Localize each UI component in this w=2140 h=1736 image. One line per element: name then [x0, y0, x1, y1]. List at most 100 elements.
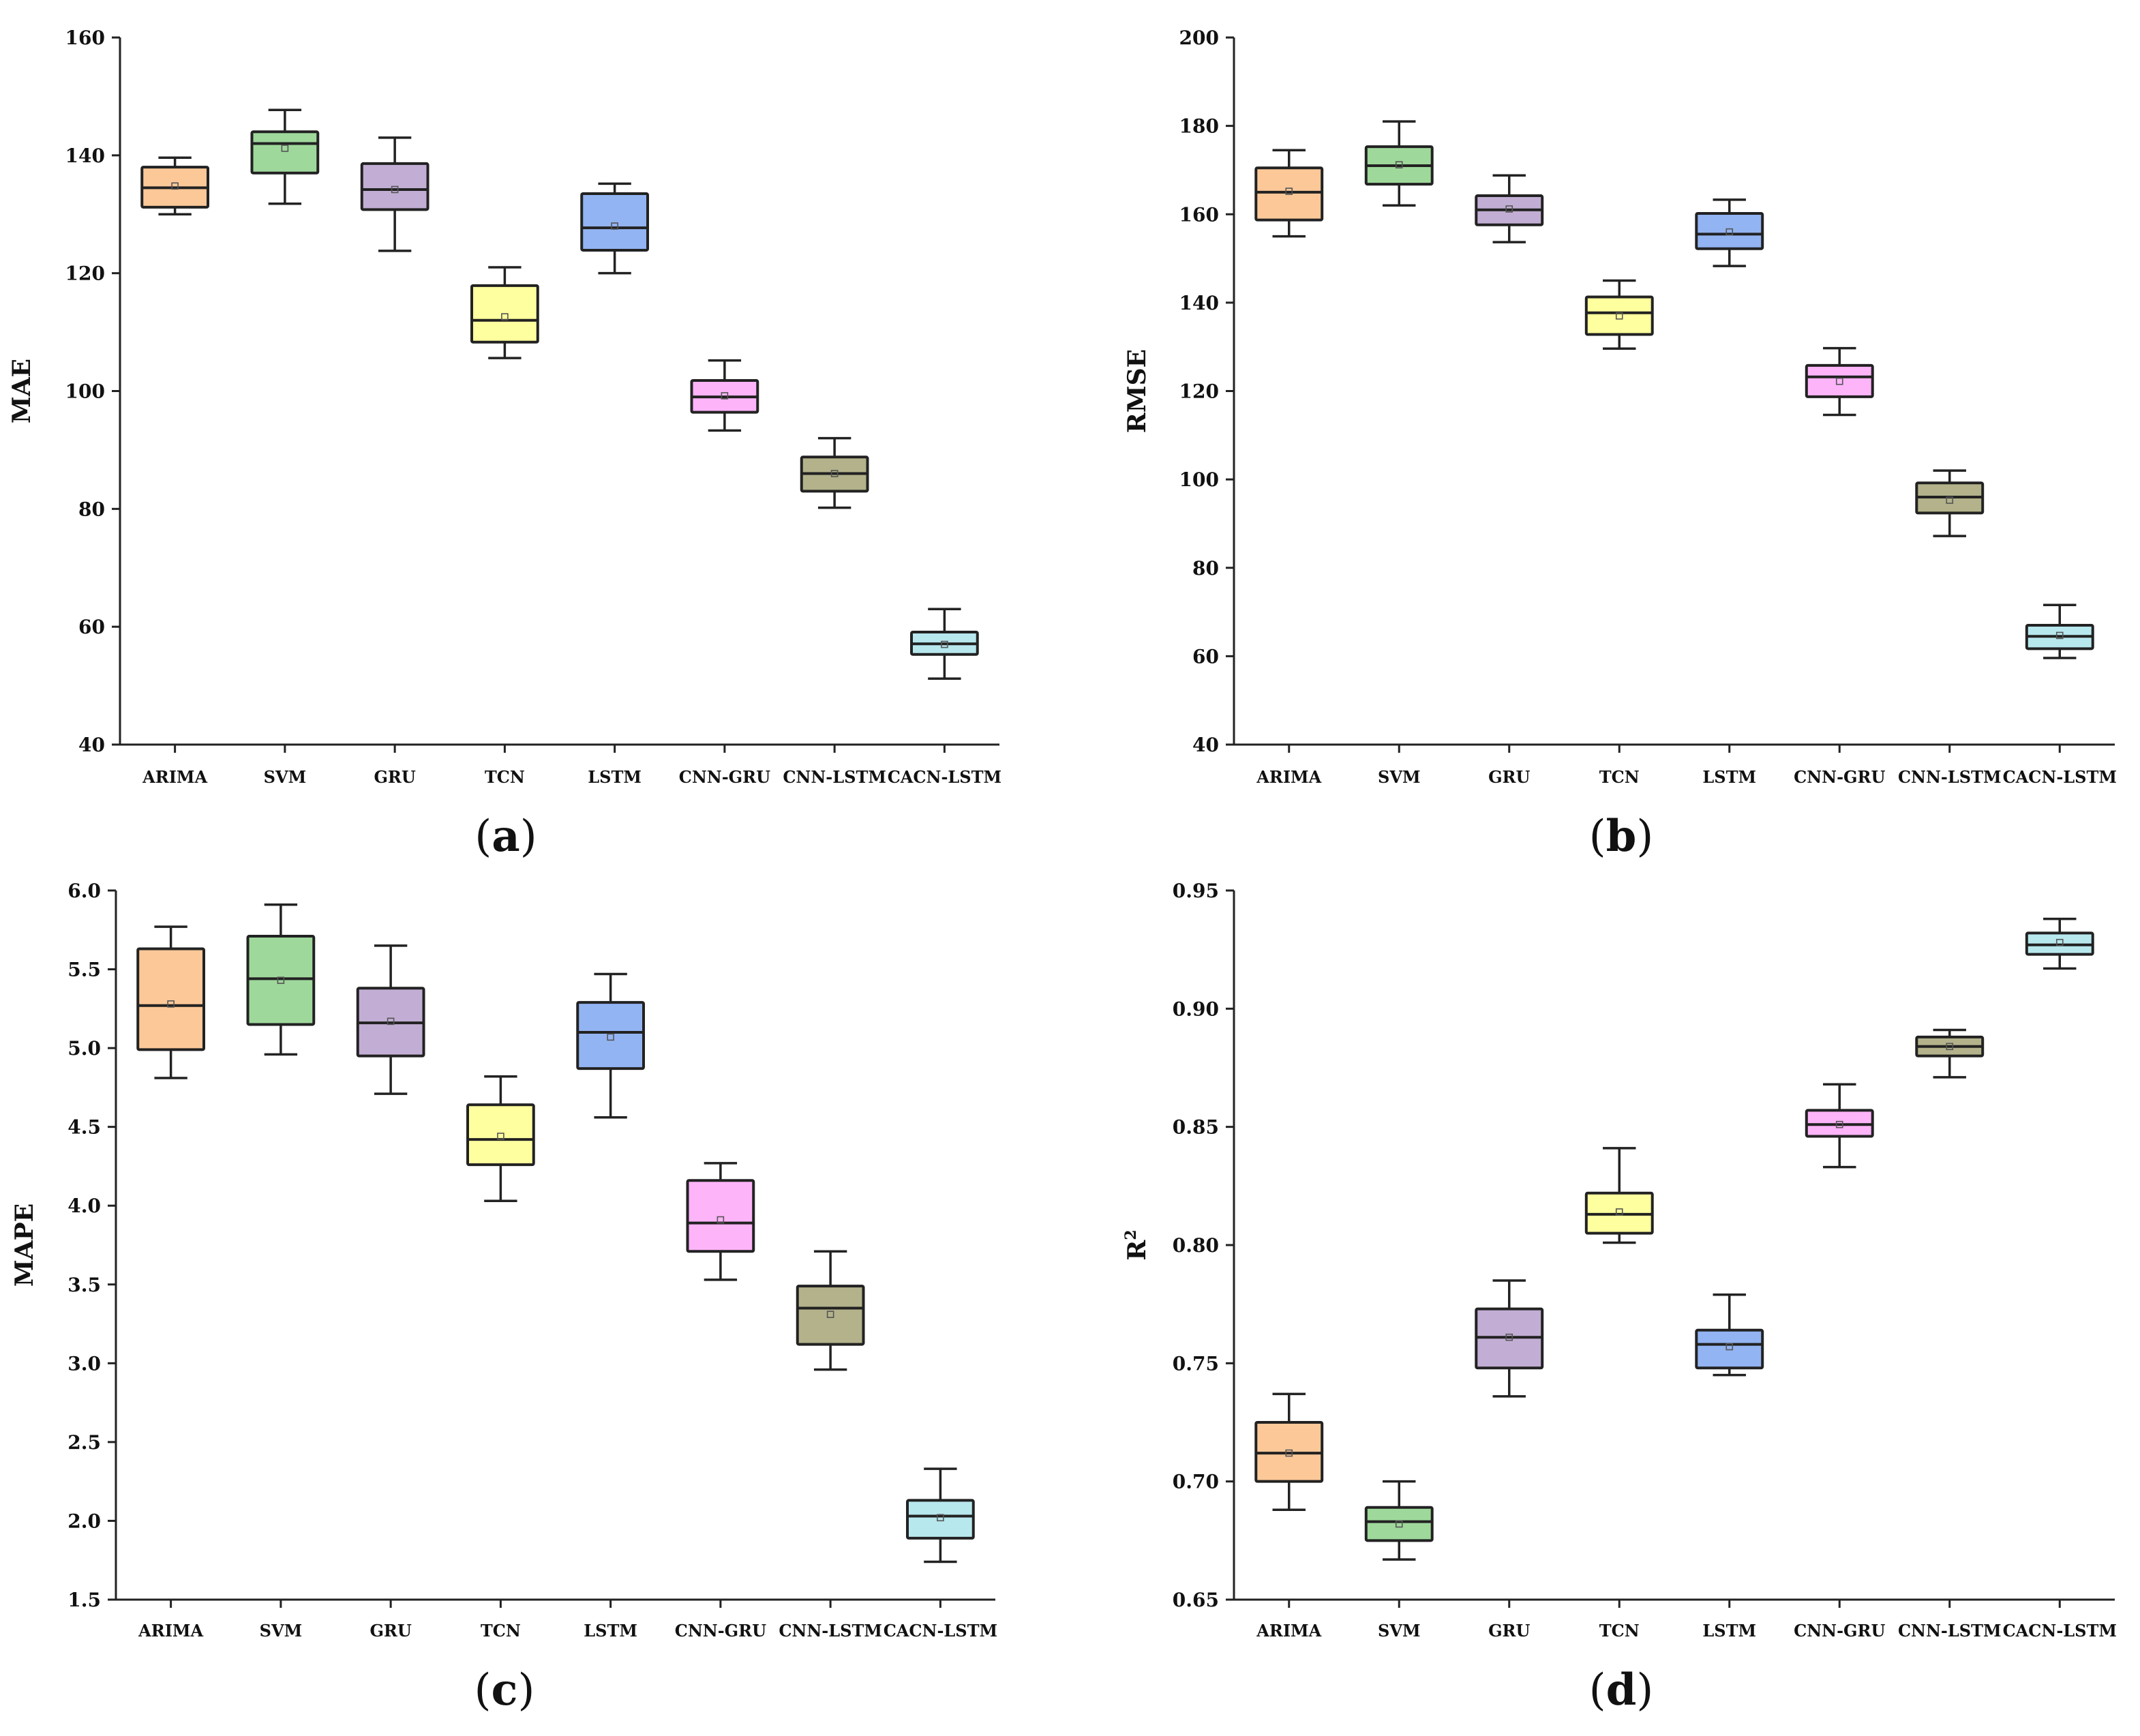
x-tick-label: SVM: [264, 767, 307, 787]
mean-marker: [497, 1133, 504, 1140]
mean-marker: [830, 470, 839, 477]
box-svm: [1364, 1480, 1434, 1561]
panel-label: (c): [474, 1664, 535, 1716]
iqr-box: [796, 1285, 865, 1346]
mean-marker: [501, 313, 509, 320]
mean-marker: [1725, 1343, 1734, 1351]
y-tick-label: 180: [1179, 115, 1219, 138]
y-tick-label: 100: [65, 380, 105, 403]
box-gru: [1475, 1279, 1544, 1398]
box-svm: [1364, 120, 1434, 207]
box-cnn-lstm: [800, 436, 869, 509]
mean-marker: [1615, 312, 1623, 320]
panel-label: (d): [1589, 1664, 1654, 1716]
x-tick-label: GRU: [1488, 1621, 1530, 1641]
mean-marker: [941, 640, 948, 648]
y-tick-label: 40: [78, 734, 105, 756]
y-tick-label: 0.90: [1173, 998, 1219, 1020]
panel-label: (a): [474, 811, 537, 862]
y-tick-label: 80: [78, 498, 105, 520]
x-tick-label: CNN-LSTM: [1898, 1621, 2002, 1641]
box-svm: [250, 108, 320, 205]
box-lstm: [1695, 1293, 1764, 1377]
y-tick-label: 3.5: [67, 1274, 101, 1296]
box-cacn-lstm: [906, 1467, 975, 1563]
mean-marker: [1946, 496, 1954, 504]
x-tick-label: TCN: [485, 767, 525, 787]
y-tick-label: 0.70: [1173, 1471, 1219, 1493]
x-tick-label: ARIMA: [1256, 1621, 1321, 1641]
x-tick-label: LSTM: [1702, 1621, 1756, 1641]
y-tick-label: 6.0: [67, 880, 101, 902]
mean-marker: [1946, 1043, 1954, 1051]
y-tick-label: 0.75: [1173, 1352, 1219, 1375]
panel-c: 1.5 2.0 2.5 3.0 3.5 4.0 4.5 5.0 5.5 6.0 MAPE ARIMA S…: [10, 880, 997, 1716]
mean-marker: [2055, 938, 2064, 946]
x-tick-label: LSTM: [1702, 767, 1756, 787]
mean-marker: [717, 1216, 725, 1224]
mean-marker: [387, 1017, 395, 1026]
x-tick-label: GRU: [374, 767, 415, 787]
mean-marker: [721, 392, 729, 400]
y-tick-label: 0.65: [1173, 1589, 1219, 1611]
x-tick-label: CACN-LSTM: [888, 767, 1001, 787]
box-lstm: [580, 182, 649, 275]
mean-marker: [1725, 228, 1734, 236]
x-tick-label: GRU: [370, 1621, 411, 1641]
box-lstm: [1695, 198, 1764, 267]
iqr-box: [246, 935, 316, 1026]
mean-marker: [1285, 1449, 1293, 1457]
mean-marker: [1505, 205, 1513, 213]
x-tick-label: TCN: [481, 1621, 521, 1641]
mean-marker: [937, 1514, 944, 1522]
mean-marker: [607, 1033, 614, 1041]
panel-label: (b): [1589, 811, 1654, 862]
x-tick-label: CACN-LSTM: [2003, 1621, 2117, 1641]
y-tick-label: 2.5: [67, 1431, 101, 1454]
x-tick-label: LSTM: [588, 767, 642, 787]
iqr-box: [466, 1103, 535, 1167]
x-tick-label: ARIMA: [142, 767, 207, 787]
mean-marker: [281, 145, 289, 152]
x-tick-label: TCN: [1599, 767, 1640, 787]
y-tick-label: 4.5: [67, 1116, 101, 1139]
box-cnn-gru: [1805, 346, 1874, 417]
mean-marker: [1395, 1520, 1403, 1528]
iqr-box: [250, 130, 320, 175]
y-axis-title: MAPE: [10, 1203, 39, 1287]
y-tick-label: 200: [1179, 27, 1219, 49]
x-tick-label: SVM: [1378, 1621, 1421, 1641]
mean-marker: [171, 182, 179, 190]
y-tick-label: 60: [78, 616, 105, 638]
y-axis-title: RMSE: [1123, 349, 1151, 433]
box-tcn: [466, 1075, 535, 1203]
box-tcn: [1584, 1147, 1654, 1244]
iqr-box: [576, 1001, 645, 1071]
iqr-box: [906, 1499, 975, 1540]
x-tick-label: CNN-LSTM: [783, 767, 886, 787]
x-tick-label: TCN: [1599, 1621, 1640, 1641]
box-cnn-lstm: [1915, 469, 1985, 537]
mean-marker: [1835, 1120, 1843, 1128]
box-arima: [1254, 149, 1324, 238]
box-cacn-lstm: [2025, 603, 2094, 659]
x-tick-label: CNN-GRU: [679, 767, 770, 787]
y-tick-label: 40: [1192, 734, 1219, 756]
box-svm: [246, 903, 316, 1056]
x-tick-label: ARIMA: [1256, 767, 1321, 787]
mean-marker: [826, 1311, 834, 1318]
y-tick-label: 0.85: [1173, 1116, 1219, 1139]
mean-marker: [277, 976, 285, 985]
x-tick-label: CNN-LSTM: [779, 1621, 882, 1641]
iqr-box: [136, 947, 205, 1051]
y-tick-label: 0.80: [1173, 1234, 1219, 1257]
x-tick-label: CACN-LSTM: [884, 1621, 997, 1641]
y-tick-label: 100: [1179, 468, 1219, 491]
box-cnn-gru: [686, 1162, 755, 1281]
y-tick-label: 2.0: [67, 1510, 101, 1532]
box-arima: [140, 156, 209, 215]
mean-marker: [1615, 1208, 1623, 1216]
x-tick-label: CNN-GRU: [675, 1621, 766, 1641]
mean-marker: [167, 1000, 175, 1008]
